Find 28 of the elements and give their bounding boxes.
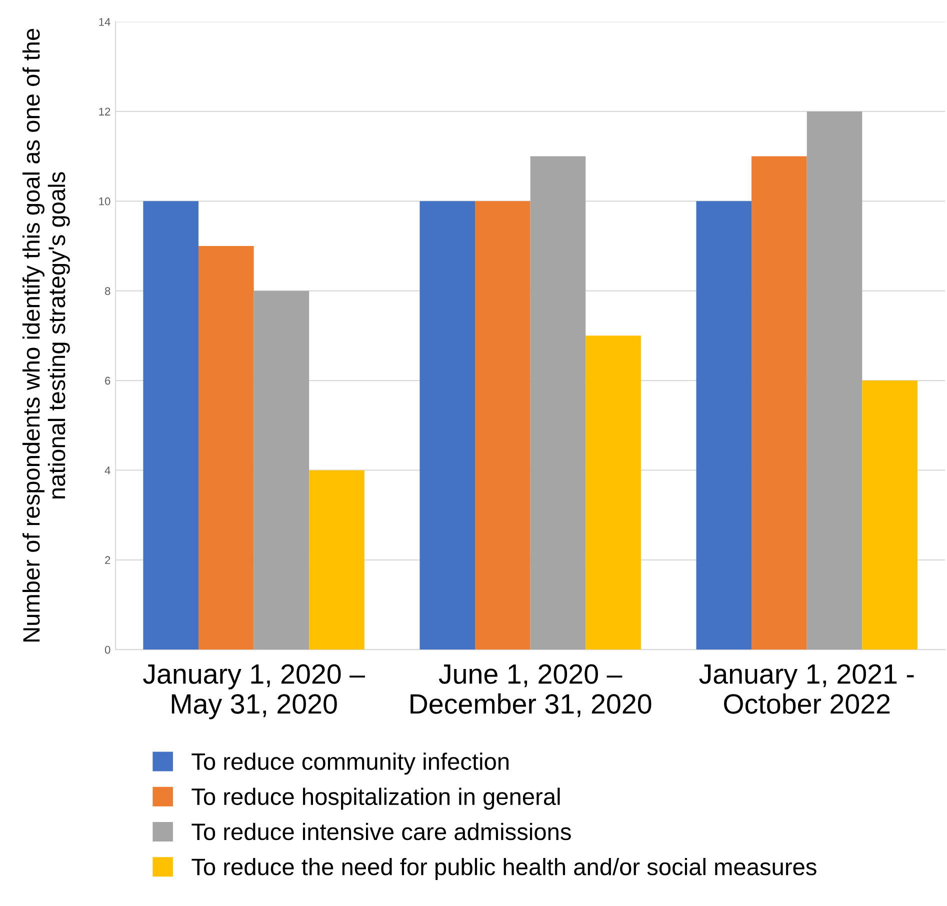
bar: [586, 336, 641, 650]
bar: [198, 246, 254, 650]
y-tick-label: 10: [99, 197, 110, 206]
legend-label: To reduce hospitalization in general: [192, 788, 560, 810]
bar: [420, 201, 476, 650]
bar: [862, 380, 918, 650]
bar: [806, 111, 862, 650]
y-tick-label: 4: [104, 466, 110, 474]
legend-label: To reduce community infection: [192, 752, 509, 775]
y-tick-label: 12: [99, 108, 110, 116]
x-tick-label: January 1, 2021 - October 2022: [699, 664, 914, 714]
bar: [309, 470, 364, 650]
bar: [752, 156, 807, 650]
bar: [254, 290, 310, 650]
y-axis-title: Number of respondents who identify this goal as one of the national testing strategy's goals: [22, 28, 70, 642]
bar: [475, 201, 530, 650]
x-tick-label: January 1, 2020 – May 31, 2020: [143, 664, 365, 720]
y-tick-label: 8: [104, 287, 110, 295]
legend-label: To reduce intensive care admissions: [192, 822, 571, 840]
legend-label: To reduce the need for public health and/or social measures: [192, 858, 816, 880]
bar: [143, 201, 198, 650]
x-tick-label: June 1, 2020 – December 31, 2020: [410, 664, 652, 718]
y-tick-label: 14: [99, 18, 110, 26]
y-tick-label: 0: [104, 646, 110, 654]
y-tick-label: 6: [105, 376, 110, 385]
bar: [696, 201, 752, 650]
y-tick-label: 2: [105, 556, 110, 564]
bar: [530, 156, 586, 650]
